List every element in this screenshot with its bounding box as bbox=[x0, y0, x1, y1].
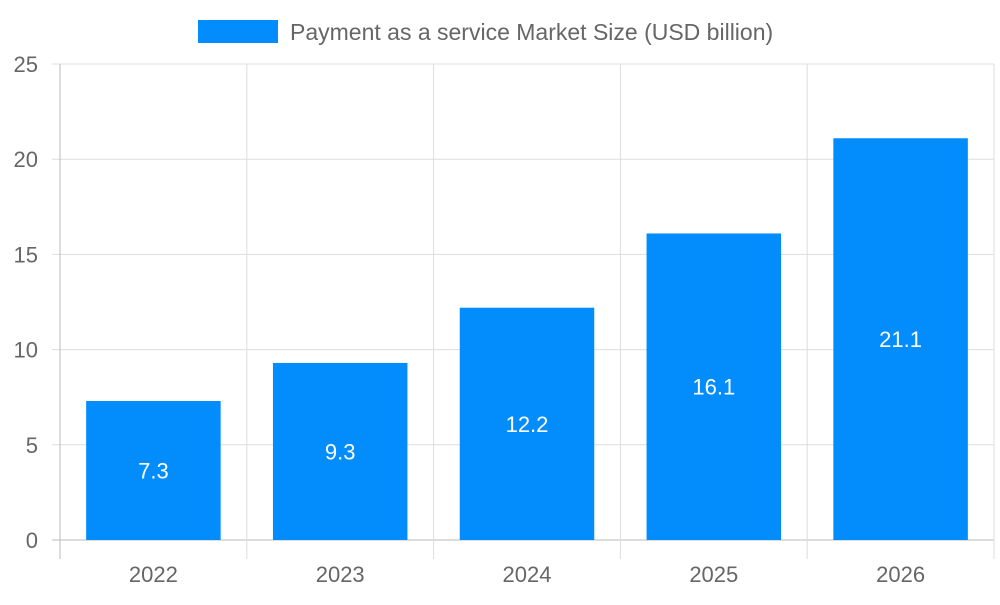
x-tick-label: 2026 bbox=[876, 562, 925, 587]
bar-2025 bbox=[646, 233, 782, 540]
data-label: 21.1 bbox=[879, 327, 922, 352]
legend[interactable]: Payment as a service Market Size (USD bi… bbox=[198, 19, 773, 45]
y-tick-label: 25 bbox=[14, 52, 38, 77]
x-tick-label: 2024 bbox=[503, 562, 552, 587]
bar-2022 bbox=[86, 401, 221, 540]
y-tick-label: 5 bbox=[26, 433, 38, 458]
bar-2023 bbox=[272, 362, 408, 540]
y-tick-label: 10 bbox=[14, 338, 38, 363]
data-label: 7.3 bbox=[138, 459, 169, 484]
data-label: 12.2 bbox=[506, 412, 549, 437]
x-tick-label: 2025 bbox=[689, 562, 738, 587]
legend-label: Payment as a service Market Size (USD bi… bbox=[290, 19, 773, 45]
bars: 7.3 9.3 12.2 16.1 21.1 bbox=[86, 138, 968, 541]
y-tick-label: 20 bbox=[14, 147, 38, 172]
bar-2024 bbox=[459, 307, 595, 540]
legend-swatch bbox=[198, 20, 278, 43]
bar-2026 bbox=[833, 138, 968, 541]
data-label: 9.3 bbox=[325, 439, 356, 464]
y-tick-label: 15 bbox=[14, 242, 38, 267]
x-tick-label: 2023 bbox=[316, 562, 365, 587]
data-label: 16.1 bbox=[692, 375, 735, 400]
y-tick-label: 0 bbox=[26, 528, 38, 553]
x-tick-label: 2022 bbox=[129, 562, 178, 587]
